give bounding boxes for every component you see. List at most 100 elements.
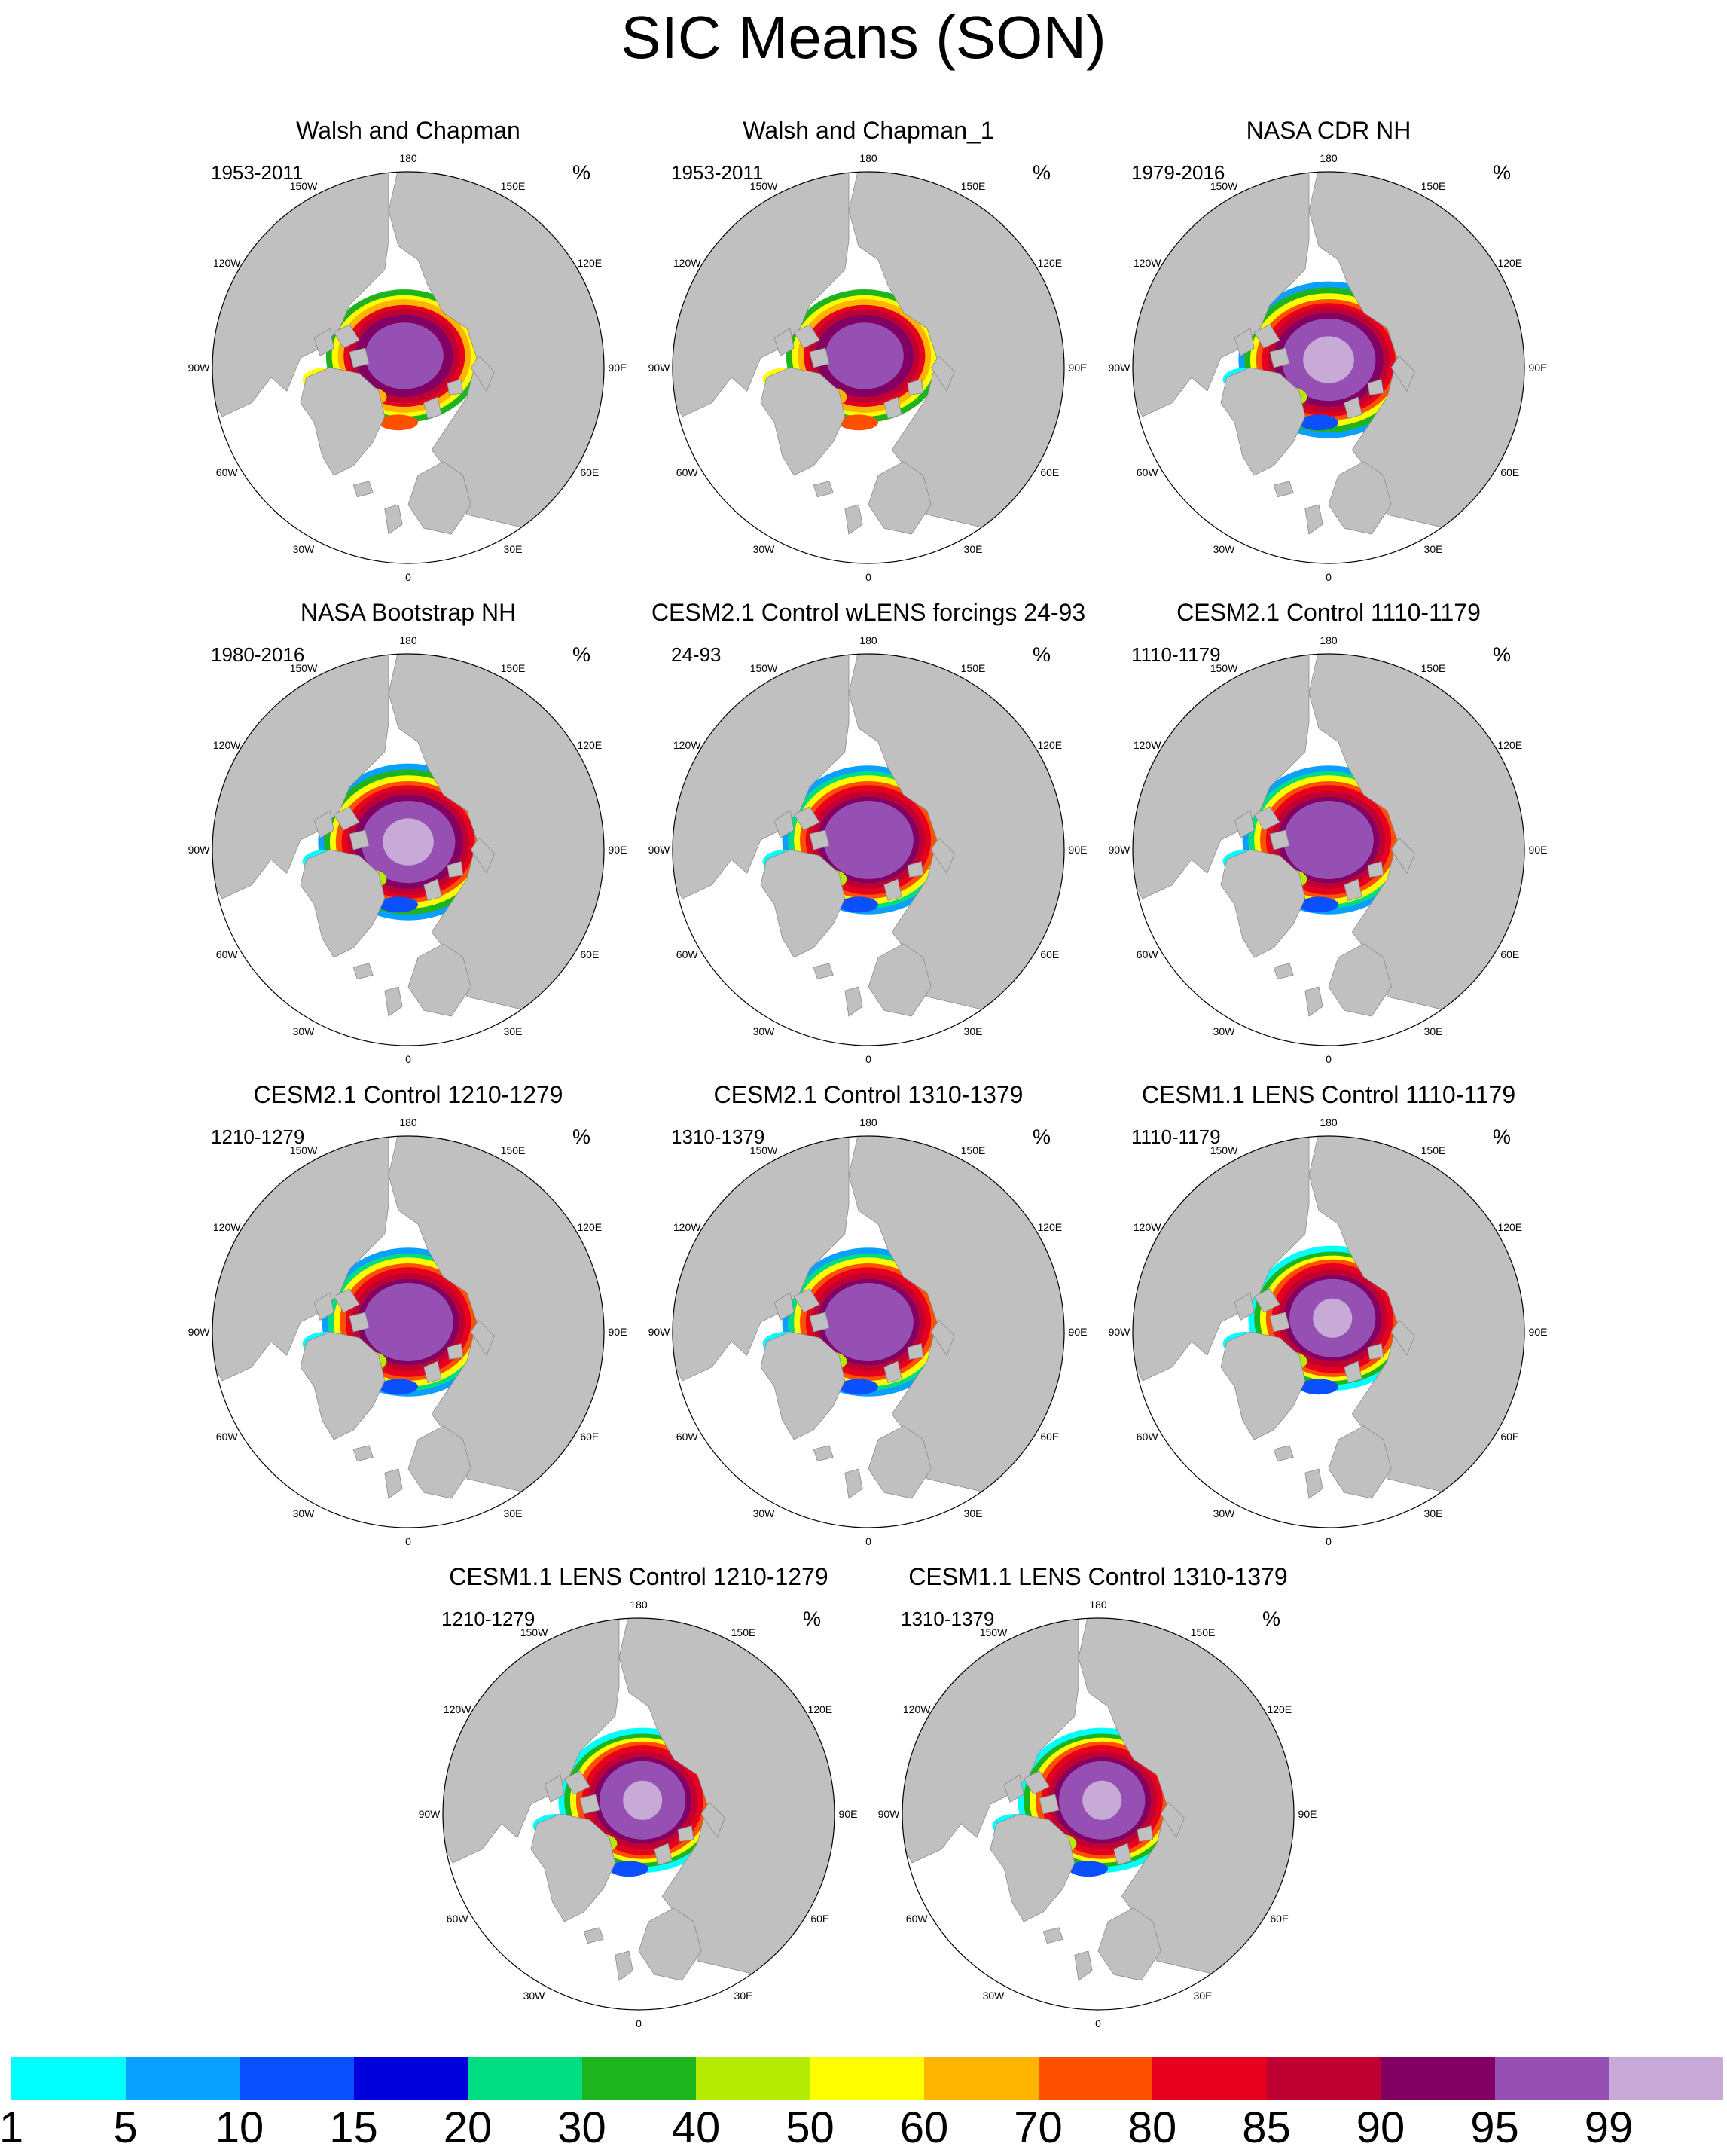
- longitude-label: 90W: [648, 362, 670, 374]
- land-mass: [313, 328, 334, 356]
- longitude-label: 30E: [1423, 542, 1443, 555]
- land-mass: [407, 461, 471, 535]
- land-mass: [470, 837, 495, 875]
- longitude-label: 90W: [418, 1808, 441, 1820]
- land-mass: [1367, 861, 1384, 878]
- panel-unit: %: [1262, 1608, 1281, 1630]
- land-mass: [352, 963, 374, 980]
- colorbar-label: 1: [0, 2103, 24, 2152]
- longitude-label: 60W: [676, 948, 698, 960]
- land-mass: [1304, 986, 1323, 1017]
- longitude-label: 150W: [1210, 180, 1238, 193]
- land-mass: [1390, 837, 1415, 875]
- longitude-label: 30E: [503, 542, 523, 555]
- land-mass: [700, 1801, 725, 1839]
- longitude-label: 30W: [1213, 1025, 1235, 1037]
- longitude-label: 60E: [1040, 948, 1060, 960]
- longitude-label: 90E: [1298, 1808, 1317, 1820]
- longitude-label: 120E: [1037, 1221, 1063, 1233]
- panel-period: 1110-1179: [1131, 643, 1221, 666]
- panel-title: CESM2.1 Control 1210-1279: [253, 1081, 563, 1108]
- longitude-label: 120W: [673, 257, 701, 269]
- colorbar-swatch: [1381, 2057, 1495, 2100]
- longitude-label: 30E: [503, 1507, 523, 1519]
- land-mass: [883, 396, 902, 420]
- panel-period: 1210-1279: [211, 1125, 305, 1148]
- land-mass: [1390, 1319, 1415, 1357]
- panel-period: 1953-2011: [671, 161, 764, 184]
- land-mass: [813, 481, 834, 498]
- longitude-label: 30W: [1213, 1507, 1235, 1519]
- land-mass: [930, 355, 955, 392]
- land-mass: [1220, 1331, 1306, 1440]
- colorbar-label: 30: [557, 2103, 606, 2152]
- longitude-label: 150E: [500, 180, 526, 193]
- longitude-label: 120E: [1497, 739, 1523, 751]
- land-mass: [1042, 1927, 1063, 1944]
- map-boundary: [212, 653, 605, 1046]
- land-mass: [1074, 1950, 1093, 1981]
- longitude-label: 60E: [1500, 466, 1520, 478]
- colorbar-label: 20: [443, 2103, 493, 2152]
- land-mass: [930, 1319, 955, 1357]
- longitude-label: 60E: [1040, 466, 1060, 478]
- longitude-label: 90W: [1108, 362, 1130, 374]
- sea-ice-contour: [379, 1379, 418, 1395]
- longitude-label: 150W: [749, 180, 778, 193]
- colorbar-label: 95: [1470, 2103, 1519, 2152]
- colorbar-label: 80: [1127, 2103, 1177, 2152]
- longitude-label: 30E: [1423, 1507, 1443, 1519]
- longitude-label: 90E: [1528, 1326, 1548, 1338]
- panel-unit: %: [1493, 161, 1512, 184]
- longitude-label: 120E: [1497, 257, 1523, 269]
- land-mass: [1344, 1360, 1362, 1384]
- land-mass: [773, 328, 795, 356]
- longitude-label: 90E: [608, 362, 627, 374]
- panel-unit: %: [1033, 161, 1051, 184]
- longitude-label: 60E: [580, 1431, 600, 1443]
- panel-period: 1979-2016: [1131, 161, 1225, 184]
- longitude-label: 0: [636, 2017, 642, 2029]
- land-mass: [1220, 849, 1306, 958]
- land-mass: [583, 1927, 604, 1944]
- longitude-label: 120W: [1133, 1221, 1161, 1233]
- land-mass: [333, 1288, 360, 1313]
- longitude-label: 90W: [648, 1326, 670, 1338]
- land-mass: [809, 347, 830, 368]
- land-mass: [470, 1319, 495, 1357]
- longitude-label: 120E: [1497, 1221, 1523, 1233]
- sea-ice-contour: [1313, 1298, 1353, 1338]
- longitude-label: 180: [630, 1599, 648, 1611]
- longitude-label: 150E: [1420, 180, 1446, 193]
- longitude-label: 150W: [289, 662, 318, 675]
- longitude-label: 90W: [188, 844, 210, 856]
- land-mass: [300, 849, 386, 958]
- longitude-label: 120E: [577, 739, 603, 751]
- longitude-label: 30E: [963, 542, 983, 555]
- land-mass: [1304, 504, 1323, 535]
- colorbar-swatch: [1494, 2057, 1609, 2100]
- longitude-label: 90W: [1108, 1326, 1130, 1338]
- polar-map: [212, 171, 605, 564]
- longitude-label: 150W: [1210, 662, 1238, 675]
- longitude-label: 120W: [1133, 257, 1161, 269]
- panel-period: 1310-1379: [901, 1608, 995, 1630]
- panel-title: Walsh and Chapman_1: [743, 117, 994, 144]
- land-mass: [760, 849, 846, 958]
- sea-ice-contour: [823, 801, 914, 879]
- land-mass: [470, 355, 495, 392]
- colorbar-swatch: [1038, 2057, 1152, 2100]
- land-mass: [349, 829, 370, 850]
- land-mass: [544, 1774, 565, 1803]
- figure-title: SIC Means (SON): [621, 4, 1106, 71]
- colorbar-label: 40: [671, 2103, 721, 2152]
- land-mass: [793, 1288, 820, 1313]
- longitude-label: 60E: [1040, 1431, 1060, 1443]
- sea-ice-contour: [383, 818, 434, 866]
- map-boundary: [1132, 171, 1525, 564]
- longitude-label: 120W: [443, 1703, 471, 1715]
- land-mass: [333, 806, 360, 831]
- land-mass: [579, 1794, 600, 1815]
- panel-unit: %: [1033, 1125, 1051, 1148]
- colorbar-swatch: [240, 2057, 354, 2100]
